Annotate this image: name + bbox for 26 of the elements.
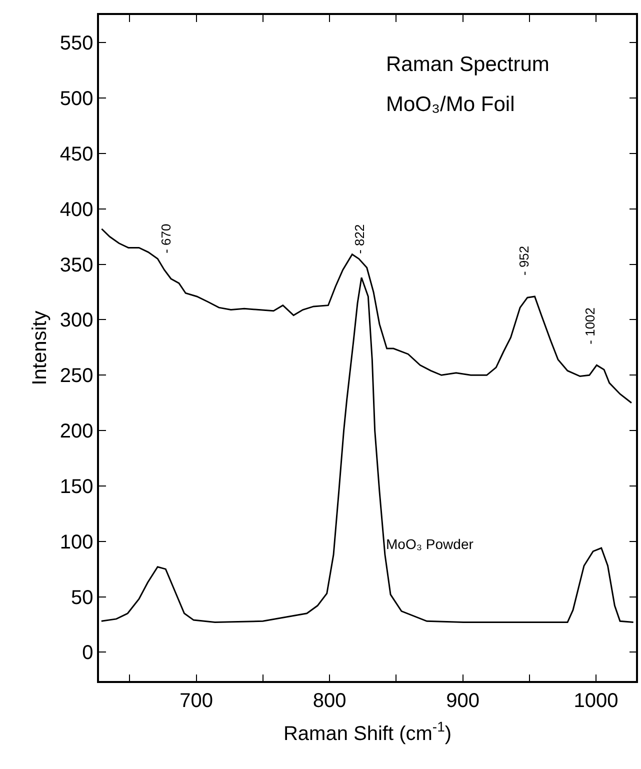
y-tick-label: 450 (60, 144, 94, 166)
x-axis-title: Raman Shift (cm$^{-1}$) (283, 718, 452, 745)
text: MoO₃/Mo Foil (386, 93, 515, 116)
x-tick-label: 900 (446, 690, 480, 712)
line-series (100, 276, 634, 624)
y-axis-title: Intensity (28, 310, 51, 386)
series-label: MoO₃ Powder (386, 536, 474, 552)
annotation: - 1002 (582, 307, 598, 344)
y-tick-label: 550 (60, 32, 94, 55)
y-tick-label: 350 (60, 254, 94, 276)
annotation: - 822 (352, 224, 367, 254)
text: Raman Spectrum (386, 53, 550, 76)
y-tick-label: 0 (82, 642, 94, 664)
y-tick-label: 400 (60, 198, 94, 221)
y-tick-label: 100 (60, 531, 94, 554)
x-tick-label: 1000 (574, 690, 618, 712)
annotation: - 952 (516, 246, 532, 276)
y-tick-label: 300 (60, 310, 94, 332)
y-tick-label: 200 (60, 420, 94, 443)
x-tick-label: 700 (180, 690, 213, 712)
annotation: - 670 (158, 224, 174, 254)
y-tick-label: 50 (71, 586, 94, 609)
y-tick-label: 500 (60, 88, 94, 110)
y-tick-label: 150 (60, 476, 94, 498)
x-tick-label: 800 (312, 690, 346, 712)
y-tick-label: 250 (60, 365, 94, 388)
